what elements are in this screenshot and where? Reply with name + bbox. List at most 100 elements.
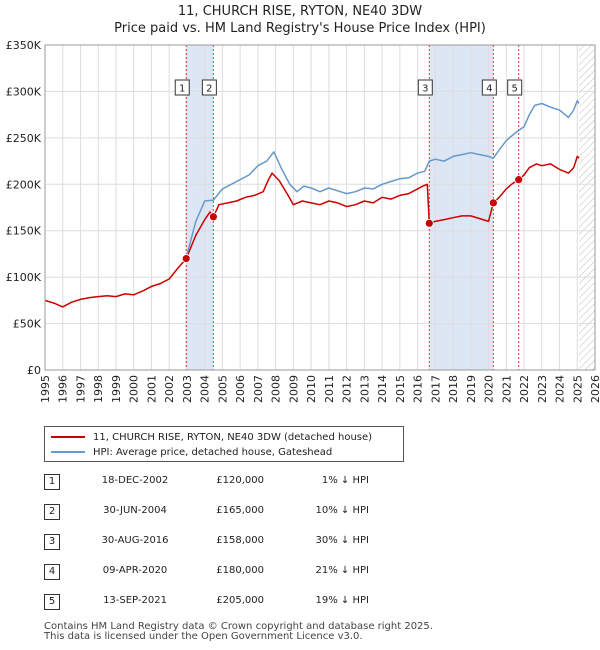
- x-tick-label: 2007: [252, 375, 265, 403]
- legend-label-property: 11, CHURCH RISE, RYTON, NE40 3DW (detach…: [93, 431, 373, 443]
- y-tick-label: £250K: [6, 132, 42, 145]
- sale-label-number: 4: [486, 84, 492, 95]
- y-tick-label: £0: [27, 364, 41, 377]
- transaction-hpi-diff: 30% ↓ HPI: [315, 535, 369, 546]
- x-tick-label: 2026: [589, 375, 600, 403]
- transaction-price: £165,000: [216, 505, 264, 516]
- sale-label-box: [481, 79, 497, 96]
- sale-label-box: [507, 79, 523, 96]
- x-tick-label: 1997: [74, 375, 87, 403]
- x-tick-label: 2021: [500, 375, 513, 403]
- legend-item-property: 11, CHURCH RISE, RYTON, NE40 3DW (detach…: [51, 430, 372, 444]
- x-tick-label: 2001: [145, 375, 158, 403]
- table-row: 1 18-DEC-2002 £120,000 1% ↓ HPI: [44, 472, 384, 502]
- legend-swatch-property: [51, 436, 85, 438]
- sale-point: [488, 198, 498, 208]
- x-tick-label: 2025: [571, 375, 584, 403]
- x-tick-label: 2009: [287, 375, 300, 403]
- transaction-number: 3: [44, 534, 60, 550]
- property-price-line: [44, 155, 580, 308]
- x-tick-label: 2002: [163, 375, 176, 403]
- attribution-line-2: This data is licensed under the Open Gov…: [44, 631, 363, 642]
- x-tick-label: 2019: [465, 375, 478, 403]
- sale-label-number: 1: [179, 84, 185, 95]
- transaction-number: 4: [44, 564, 60, 580]
- table-row: 3 30-AUG-2016 £158,000 30% ↓ HPI: [44, 532, 384, 562]
- x-tick-label: 2010: [305, 375, 318, 403]
- transactions-table: 1 18-DEC-2002 £120,000 1% ↓ HPI 2 30-JUN…: [44, 472, 384, 622]
- x-tick-label: 2020: [483, 375, 496, 403]
- legend-label-hpi: HPI: Average price, detached house, Gate…: [93, 446, 333, 458]
- x-tick-label: 1999: [110, 375, 123, 403]
- y-tick-label: £100K: [6, 271, 42, 284]
- x-tick-label: 2015: [394, 375, 407, 403]
- table-row: 2 30-JUN-2004 £165,000 10% ↓ HPI: [44, 502, 384, 532]
- x-tick-label: 2006: [234, 375, 247, 403]
- attribution-line-1: Contains HM Land Registry data © Crown c…: [44, 621, 433, 632]
- y-tick-label: £200K: [6, 178, 42, 191]
- sale-point: [514, 175, 524, 185]
- transaction-price: £180,000: [216, 565, 264, 576]
- x-tick-label: 2023: [536, 375, 549, 403]
- transaction-date: 09-APR-2020: [102, 565, 168, 576]
- x-tick-label: 2011: [323, 375, 336, 403]
- transaction-price: £205,000: [216, 595, 264, 606]
- transaction-number: 2: [44, 504, 60, 520]
- transaction-hpi-diff: 21% ↓ HPI: [315, 565, 369, 576]
- chart-subtitle: Price paid vs. HM Land Registry's House …: [114, 21, 486, 36]
- transaction-date: 18-DEC-2002: [101, 475, 169, 486]
- sale-label-box: [174, 79, 190, 96]
- transaction-date: 13-SEP-2021: [103, 595, 167, 606]
- transaction-date: 30-JUN-2004: [103, 505, 167, 516]
- legend: 11, CHURCH RISE, RYTON, NE40 3DW (detach…: [44, 426, 404, 462]
- plot-area: [45, 45, 595, 370]
- table-row: 4 09-APR-2020 £180,000 21% ↓ HPI: [44, 562, 384, 592]
- x-tick-label: 1996: [57, 375, 70, 403]
- transaction-price: £120,000: [216, 475, 264, 486]
- forecast-hatch: [579, 45, 595, 370]
- y-tick-label: £150K: [6, 225, 42, 238]
- y-tick-label: £50K: [13, 318, 42, 331]
- sale-point: [424, 218, 434, 228]
- x-tick-label: 1995: [39, 375, 52, 403]
- sale-label-number: 5: [512, 84, 518, 95]
- hpi-line: [185, 99, 580, 258]
- x-tick-label: 2012: [341, 375, 354, 403]
- x-tick-label: 2005: [216, 375, 229, 403]
- x-tick-label: 2008: [270, 375, 283, 403]
- transaction-number: 1: [44, 474, 60, 490]
- transaction-date: 30-AUG-2016: [101, 535, 169, 546]
- x-tick-label: 2000: [128, 375, 141, 403]
- plot-frame: [44, 44, 596, 371]
- sale-point: [181, 254, 191, 263]
- x-tick-label: 2003: [181, 375, 194, 403]
- legend-swatch-hpi: [51, 451, 85, 453]
- x-tick-label: 2024: [554, 375, 567, 403]
- x-tick-label: 2018: [447, 375, 460, 403]
- transaction-hpi-diff: 10% ↓ HPI: [315, 505, 369, 516]
- table-row: 5 13-SEP-2021 £205,000 19% ↓ HPI: [44, 592, 384, 622]
- y-tick-label: £350K: [6, 39, 42, 52]
- x-tick-label: 2017: [429, 375, 442, 403]
- transaction-hpi-diff: 1% ↓ HPI: [321, 475, 369, 486]
- legend-item-hpi: HPI: Average price, detached house, Gate…: [51, 445, 332, 459]
- x-tick-label: 2022: [518, 375, 531, 403]
- sale-period-band: [186, 45, 214, 370]
- y-tick-label: £300K: [6, 85, 42, 98]
- sale-label-number: 3: [422, 84, 428, 95]
- attribution: Contains HM Land Registry data © Crown c…: [44, 622, 433, 642]
- x-tick-label: 2004: [199, 375, 212, 403]
- transaction-number: 5: [44, 594, 60, 610]
- price-chart: 1 2 3 4 5 £0 £50K £100K £150K £200K £250K £300K £350…: [6, 39, 600, 403]
- x-tick-label: 2014: [376, 375, 389, 403]
- transaction-price: £158,000: [216, 535, 264, 546]
- sale-point: [208, 212, 218, 222]
- sale-label-box: [201, 79, 217, 96]
- sale-label-box: [417, 79, 433, 96]
- sale-label-number: 2: [206, 84, 212, 95]
- transaction-hpi-diff: 19% ↓ HPI: [315, 595, 369, 606]
- x-tick-label: 1998: [92, 375, 105, 403]
- x-tick-label: 2016: [412, 375, 425, 403]
- x-tick-label: 2013: [358, 375, 371, 403]
- chart-title: 11, CHURCH RISE, RYTON, NE40 3DW: [177, 4, 423, 19]
